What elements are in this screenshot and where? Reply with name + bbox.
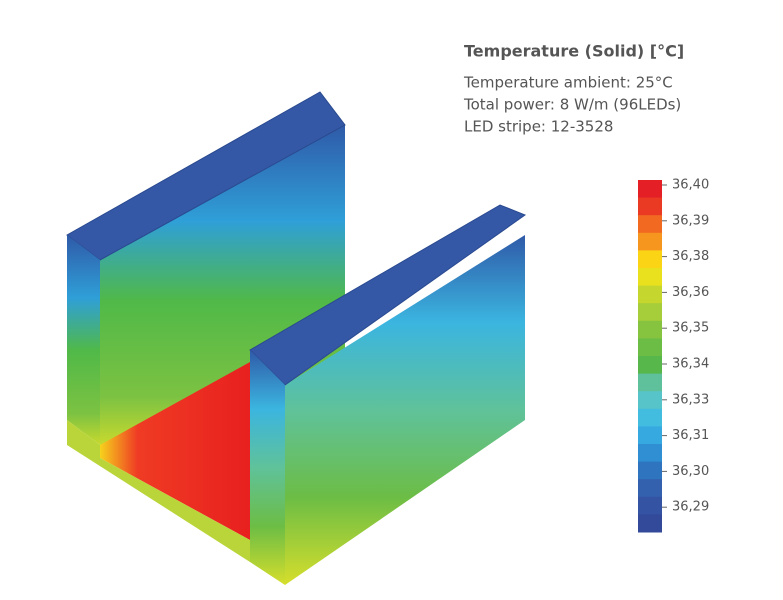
info-line: Total power: 8 W/m (96LEDs) [463, 96, 681, 114]
base-front [67, 420, 250, 562]
colorbar-band [638, 426, 662, 445]
channel-floor [100, 362, 250, 540]
model [66, 91, 527, 585]
colorbar-band [638, 180, 662, 199]
right-wall-side [285, 235, 525, 585]
colorbar-band [638, 461, 662, 480]
colorbar-label: 36,36 [672, 285, 709, 300]
colorbar-band [638, 496, 662, 515]
colorbar-band [638, 232, 662, 251]
colorbar-band [638, 197, 662, 216]
colorbar-band [638, 215, 662, 234]
colorbar-label: 36,29 [672, 500, 709, 515]
right-wall-end [250, 350, 285, 585]
colorbar-band [638, 514, 662, 533]
colorbar-label: 36,38 [672, 249, 709, 264]
colorbar-band [638, 373, 662, 392]
colorbar-band [638, 356, 662, 375]
colorbar-label: 36,34 [672, 357, 709, 372]
colorbar-label: 36,30 [672, 464, 709, 479]
colorbar-band [638, 268, 662, 287]
colorbar-band [638, 320, 662, 339]
colorbar-label: 36,31 [672, 428, 709, 443]
colorbar: 36,40 36,39 36,38 36,36 36,35 36,34 36,33 36,31… [638, 178, 709, 533]
left-wall-end [67, 235, 100, 445]
colorbar-label: 36,33 [672, 392, 709, 407]
colorbar-band [638, 444, 662, 463]
colorbar-band [638, 338, 662, 357]
colorbar-band [638, 303, 662, 322]
colorbar-label: 36,35 [672, 321, 709, 336]
colorbar-band [638, 408, 662, 427]
colorbar-label: 36,40 [672, 178, 709, 193]
colorbar-band [638, 479, 662, 498]
title: Temperature (Solid) [°C] [464, 42, 684, 61]
colorbar-band [638, 285, 662, 304]
info-line: Temperature ambient: 25°C [463, 74, 673, 92]
colorbar-band [638, 391, 662, 410]
colorbar-band [638, 250, 662, 269]
info-line: LED stripe: 12-3528 [464, 118, 613, 136]
colorbar-label: 36,39 [672, 213, 709, 228]
